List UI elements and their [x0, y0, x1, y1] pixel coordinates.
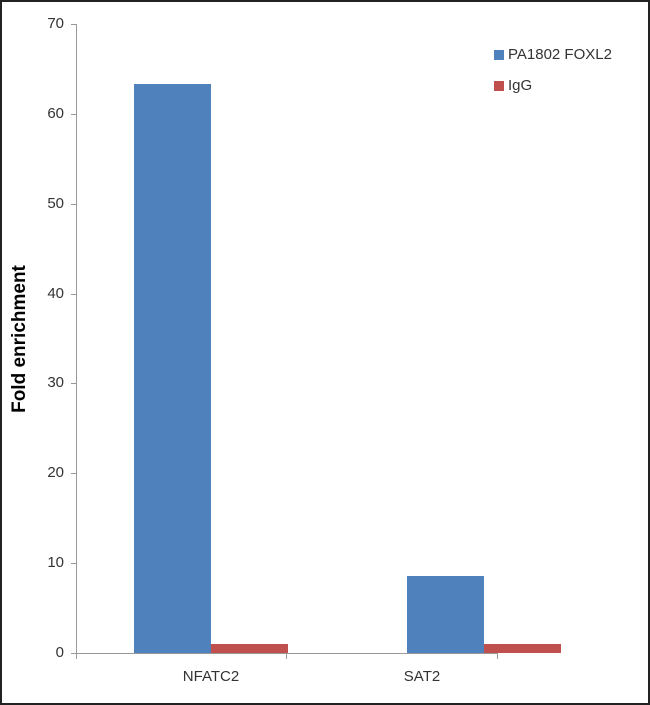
y-tick-label: 50	[47, 194, 64, 212]
category-label-sat2: SAT2	[403, 668, 441, 685]
y-tick	[71, 653, 77, 654]
y-tick	[71, 293, 77, 295]
bar-sat2-foxl2	[407, 575, 484, 653]
category-label-nfatc2: NFATC2	[182, 668, 240, 685]
y-tick	[71, 203, 77, 205]
legend-swatch-blue	[494, 49, 504, 60]
y-tick	[71, 473, 77, 475]
legend-item-foxl2: PA1802 FOXL2	[494, 46, 612, 63]
y-axis-title-text: Fold enrichment	[9, 265, 30, 413]
y-axis-line	[76, 24, 77, 654]
y-tick-label: 20	[47, 464, 64, 482]
y-tick-label: 10	[47, 554, 64, 572]
y-tick-label: 30	[47, 374, 64, 392]
bar-nfatc2-igg	[211, 644, 288, 653]
x-tick	[497, 653, 498, 659]
legend-swatch-red	[494, 80, 504, 91]
bar-sat2-igg	[484, 644, 561, 653]
y-tick	[71, 563, 77, 565]
bar-nfatc2-foxl2	[134, 84, 211, 653]
y-tick	[71, 383, 77, 385]
y-tick-label: 40	[47, 284, 64, 302]
legend-label: IgG	[508, 77, 533, 94]
legend-label: PA1802 FOXL2	[508, 46, 612, 63]
legend-item-igg: IgG	[494, 77, 612, 94]
y-tick-label: 0	[55, 644, 64, 661]
legend: PA1802 FOXL2 IgG	[494, 46, 612, 108]
y-tick	[71, 113, 77, 115]
y-tick-label: 70	[47, 15, 64, 32]
y-tick	[71, 24, 77, 25]
y-tick-label: 60	[47, 104, 64, 122]
x-tick	[286, 653, 287, 659]
x-tick	[76, 653, 77, 659]
